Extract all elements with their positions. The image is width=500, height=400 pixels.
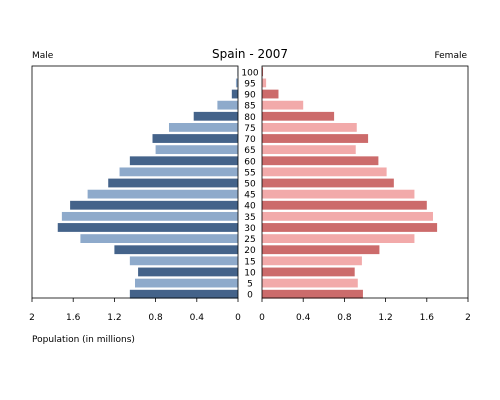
male-bar-70 — [152, 134, 238, 143]
age-label: 40 — [244, 202, 256, 212]
male-panel-frame — [31, 65, 239, 299]
male-bar-75 — [168, 123, 238, 132]
male-panel — [31, 65, 239, 299]
female-bar-20 — [262, 245, 380, 255]
age-label: 10 — [244, 268, 256, 278]
male-x-tick-label: 0 — [235, 313, 241, 323]
age-label: 50 — [244, 180, 256, 190]
age-label: 60 — [244, 157, 256, 167]
age-label: 15 — [244, 257, 255, 267]
female-x-tick-label: 0 — [259, 313, 265, 323]
male-bar-65 — [155, 145, 238, 155]
age-label: 70 — [244, 135, 256, 145]
female-x-tick-label: 0.8 — [337, 313, 352, 323]
male-bar-80 — [193, 111, 238, 121]
male-x-tick-label: 0.8 — [148, 313, 163, 323]
age-label: 30 — [244, 224, 256, 234]
female-bar-75 — [262, 123, 357, 132]
male-label: Male — [32, 51, 54, 61]
male-bar-20 — [114, 245, 238, 255]
female-bar-100 — [262, 67, 264, 77]
male-bar-45 — [87, 189, 239, 199]
age-label: 75 — [244, 124, 255, 134]
age-label: 100 — [241, 68, 258, 78]
male-x-tick-label: 0.4 — [190, 313, 205, 323]
female-bar-15 — [262, 256, 362, 266]
male-x-tick-label: 1.6 — [66, 313, 81, 323]
male-bar-35 — [61, 211, 239, 221]
age-label: 55 — [244, 168, 255, 178]
female-label: Female — [434, 51, 467, 61]
x-axis-ticks: 2 1.6 1.2 0.8 0.4 0 0 0.4 0.8 1.2 1.6 2 — [29, 298, 471, 323]
male-bar-10 — [138, 267, 238, 277]
age-label: 0 — [247, 291, 253, 301]
female-bar-85 — [262, 100, 304, 110]
female-bar-25 — [262, 234, 415, 243]
age-label: 20 — [244, 246, 256, 256]
age-label: 25 — [244, 235, 255, 245]
female-bar-80 — [262, 111, 335, 121]
male-bar-50 — [108, 178, 238, 188]
male-bar-40 — [70, 200, 238, 210]
female-bar-45 — [262, 189, 415, 199]
male-bar-30 — [57, 223, 238, 232]
female-bar-35 — [262, 211, 433, 221]
male-x-tick-label: 1.2 — [107, 313, 121, 323]
female-panel — [261, 65, 469, 299]
female-x-tick-label: 2 — [465, 313, 471, 323]
chart-title: Spain - 2007 — [212, 47, 288, 61]
age-label: 5 — [247, 280, 253, 290]
male-bar-95 — [235, 78, 238, 88]
male-bar-85 — [217, 100, 238, 110]
female-x-tick-label: 1.2 — [378, 313, 392, 323]
female-bar-40 — [262, 200, 427, 210]
male-bar-55 — [119, 167, 238, 177]
female-bar-0 — [262, 289, 363, 299]
male-bar-90 — [231, 89, 238, 99]
male-bar-25 — [80, 234, 238, 243]
age-label: 80 — [244, 113, 256, 123]
female-bar-55 — [262, 167, 387, 177]
female-bar-90 — [262, 89, 279, 99]
age-label: 95 — [244, 79, 255, 89]
female-bar-30 — [262, 223, 438, 232]
male-x-tick-label: 2 — [29, 313, 35, 323]
male-bar-15 — [129, 256, 238, 266]
x-axis-label: Population (in millions) — [32, 335, 135, 345]
female-x-tick-label: 0.4 — [296, 313, 311, 323]
age-label: 90 — [244, 91, 256, 101]
female-x-tick-label: 1.6 — [420, 313, 435, 323]
female-panel-frame — [261, 65, 469, 299]
male-bar-5 — [135, 278, 238, 288]
male-bar-0 — [129, 289, 238, 299]
age-label: 35 — [244, 213, 255, 223]
female-bar-10 — [262, 267, 355, 277]
female-bar-95 — [262, 78, 267, 88]
male-bar-60 — [129, 156, 238, 166]
age-label: 85 — [244, 102, 255, 112]
female-bar-60 — [262, 156, 379, 166]
female-bar-50 — [262, 178, 394, 188]
age-label: 45 — [244, 191, 255, 201]
female-bar-65 — [262, 145, 356, 155]
age-label: 65 — [244, 146, 255, 156]
female-bar-70 — [262, 134, 369, 143]
female-bar-5 — [262, 278, 358, 288]
